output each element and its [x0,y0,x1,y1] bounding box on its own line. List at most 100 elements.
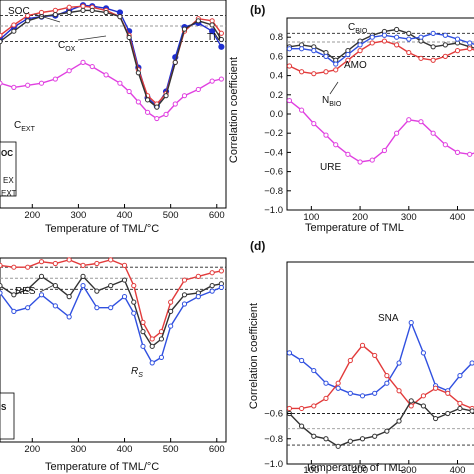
annotation-c-ext: CEXT [14,120,36,133]
data-point [335,380,341,386]
data-point [384,373,390,379]
panel-b-ylabel: Correlation coefficient [228,57,240,163]
series-line-ure [288,100,474,163]
annotation-c-ext-sub: EXT [21,126,35,133]
data-point [396,388,402,394]
data-point [442,53,448,60]
data-point [457,405,463,412]
data-point [52,303,58,309]
data-point [323,395,329,401]
data-point [80,59,86,66]
annotation-soc: SOC [8,6,30,17]
series-line-r-s [0,284,222,364]
data-point [218,43,225,50]
data-point [311,71,317,77]
data-point [357,48,363,54]
data-point [25,13,31,19]
data-point [323,53,329,60]
data-point [454,149,461,155]
data-point [311,121,317,127]
data-point [357,159,363,165]
data-point [52,11,58,18]
data-point [38,259,45,265]
panel-b-label: (b) [250,3,265,17]
panel-a-legend: OC EX EXT [0,141,17,198]
data-point [299,107,305,113]
data-point [52,260,58,267]
data-point [209,288,215,294]
data-point [394,34,400,40]
data-point [0,290,3,296]
panel-c-legend-frag-1: S [1,403,7,412]
data-point [323,132,329,138]
data-point [396,418,402,424]
data-point [108,257,114,263]
data-point [418,34,424,40]
x-tick-label: 100 [303,465,319,474]
data-point [420,350,427,356]
data-point [430,44,436,50]
data-point [406,49,412,56]
annotation-sna: SNA [378,313,399,324]
y-tick-label: 0.8 [270,32,283,43]
x-tick-label: 400 [450,465,466,474]
data-point [335,443,341,449]
data-point [181,301,188,307]
data-point [311,433,317,439]
data-point [381,38,388,44]
data-point [80,3,86,9]
y-tick-label: 0.4 [270,71,283,82]
data-point [154,115,160,122]
data-point [299,357,305,364]
series-line-tn [0,9,222,109]
data-point [80,283,86,289]
data-point [369,34,375,40]
annotation-n-bio: NBIO [322,95,342,108]
data-point [311,403,317,409]
data-point [430,130,436,136]
data-point [299,69,305,75]
series-line-series-red [289,344,474,411]
data-point [38,80,45,86]
data-point [209,283,215,289]
data-point [168,323,174,329]
data-point [372,352,378,359]
data-point [311,48,317,54]
annotation-soc-leader [33,13,61,23]
data-point [94,260,100,267]
data-point [323,380,329,386]
data-point [408,403,414,409]
data-point [432,415,439,422]
panel-a-xlabel: Temperature of TML/°C [45,223,159,235]
data-point [469,408,474,414]
data-point [323,69,329,75]
data-point [372,433,378,439]
panel-a-frame [0,0,227,209]
data-point [168,299,174,305]
data-point [158,336,165,342]
data-point [408,320,414,326]
data-point [469,360,474,366]
data-point [140,319,146,325]
x-tick-label: 600 [209,210,225,221]
y-tick-label: −1.0 [264,459,283,470]
data-point [25,305,31,311]
annotation-res-leader [39,284,55,293]
data-point [384,380,390,386]
y-tick-label: −0.4 [264,147,283,158]
x-tick-label: 500 [163,444,179,455]
x-tick-label: 400 [117,210,133,221]
data-point [144,109,151,115]
panel-d-xlabel: Temperature of TML [305,462,404,474]
data-point [369,40,375,46]
data-point [420,393,427,399]
data-point [38,9,45,16]
data-point [445,410,451,417]
annotation-c-ox-main: C [58,40,65,51]
data-point [168,308,174,314]
data-point [108,305,114,311]
data-point [163,93,169,99]
data-point [457,373,463,379]
data-point [135,70,141,76]
